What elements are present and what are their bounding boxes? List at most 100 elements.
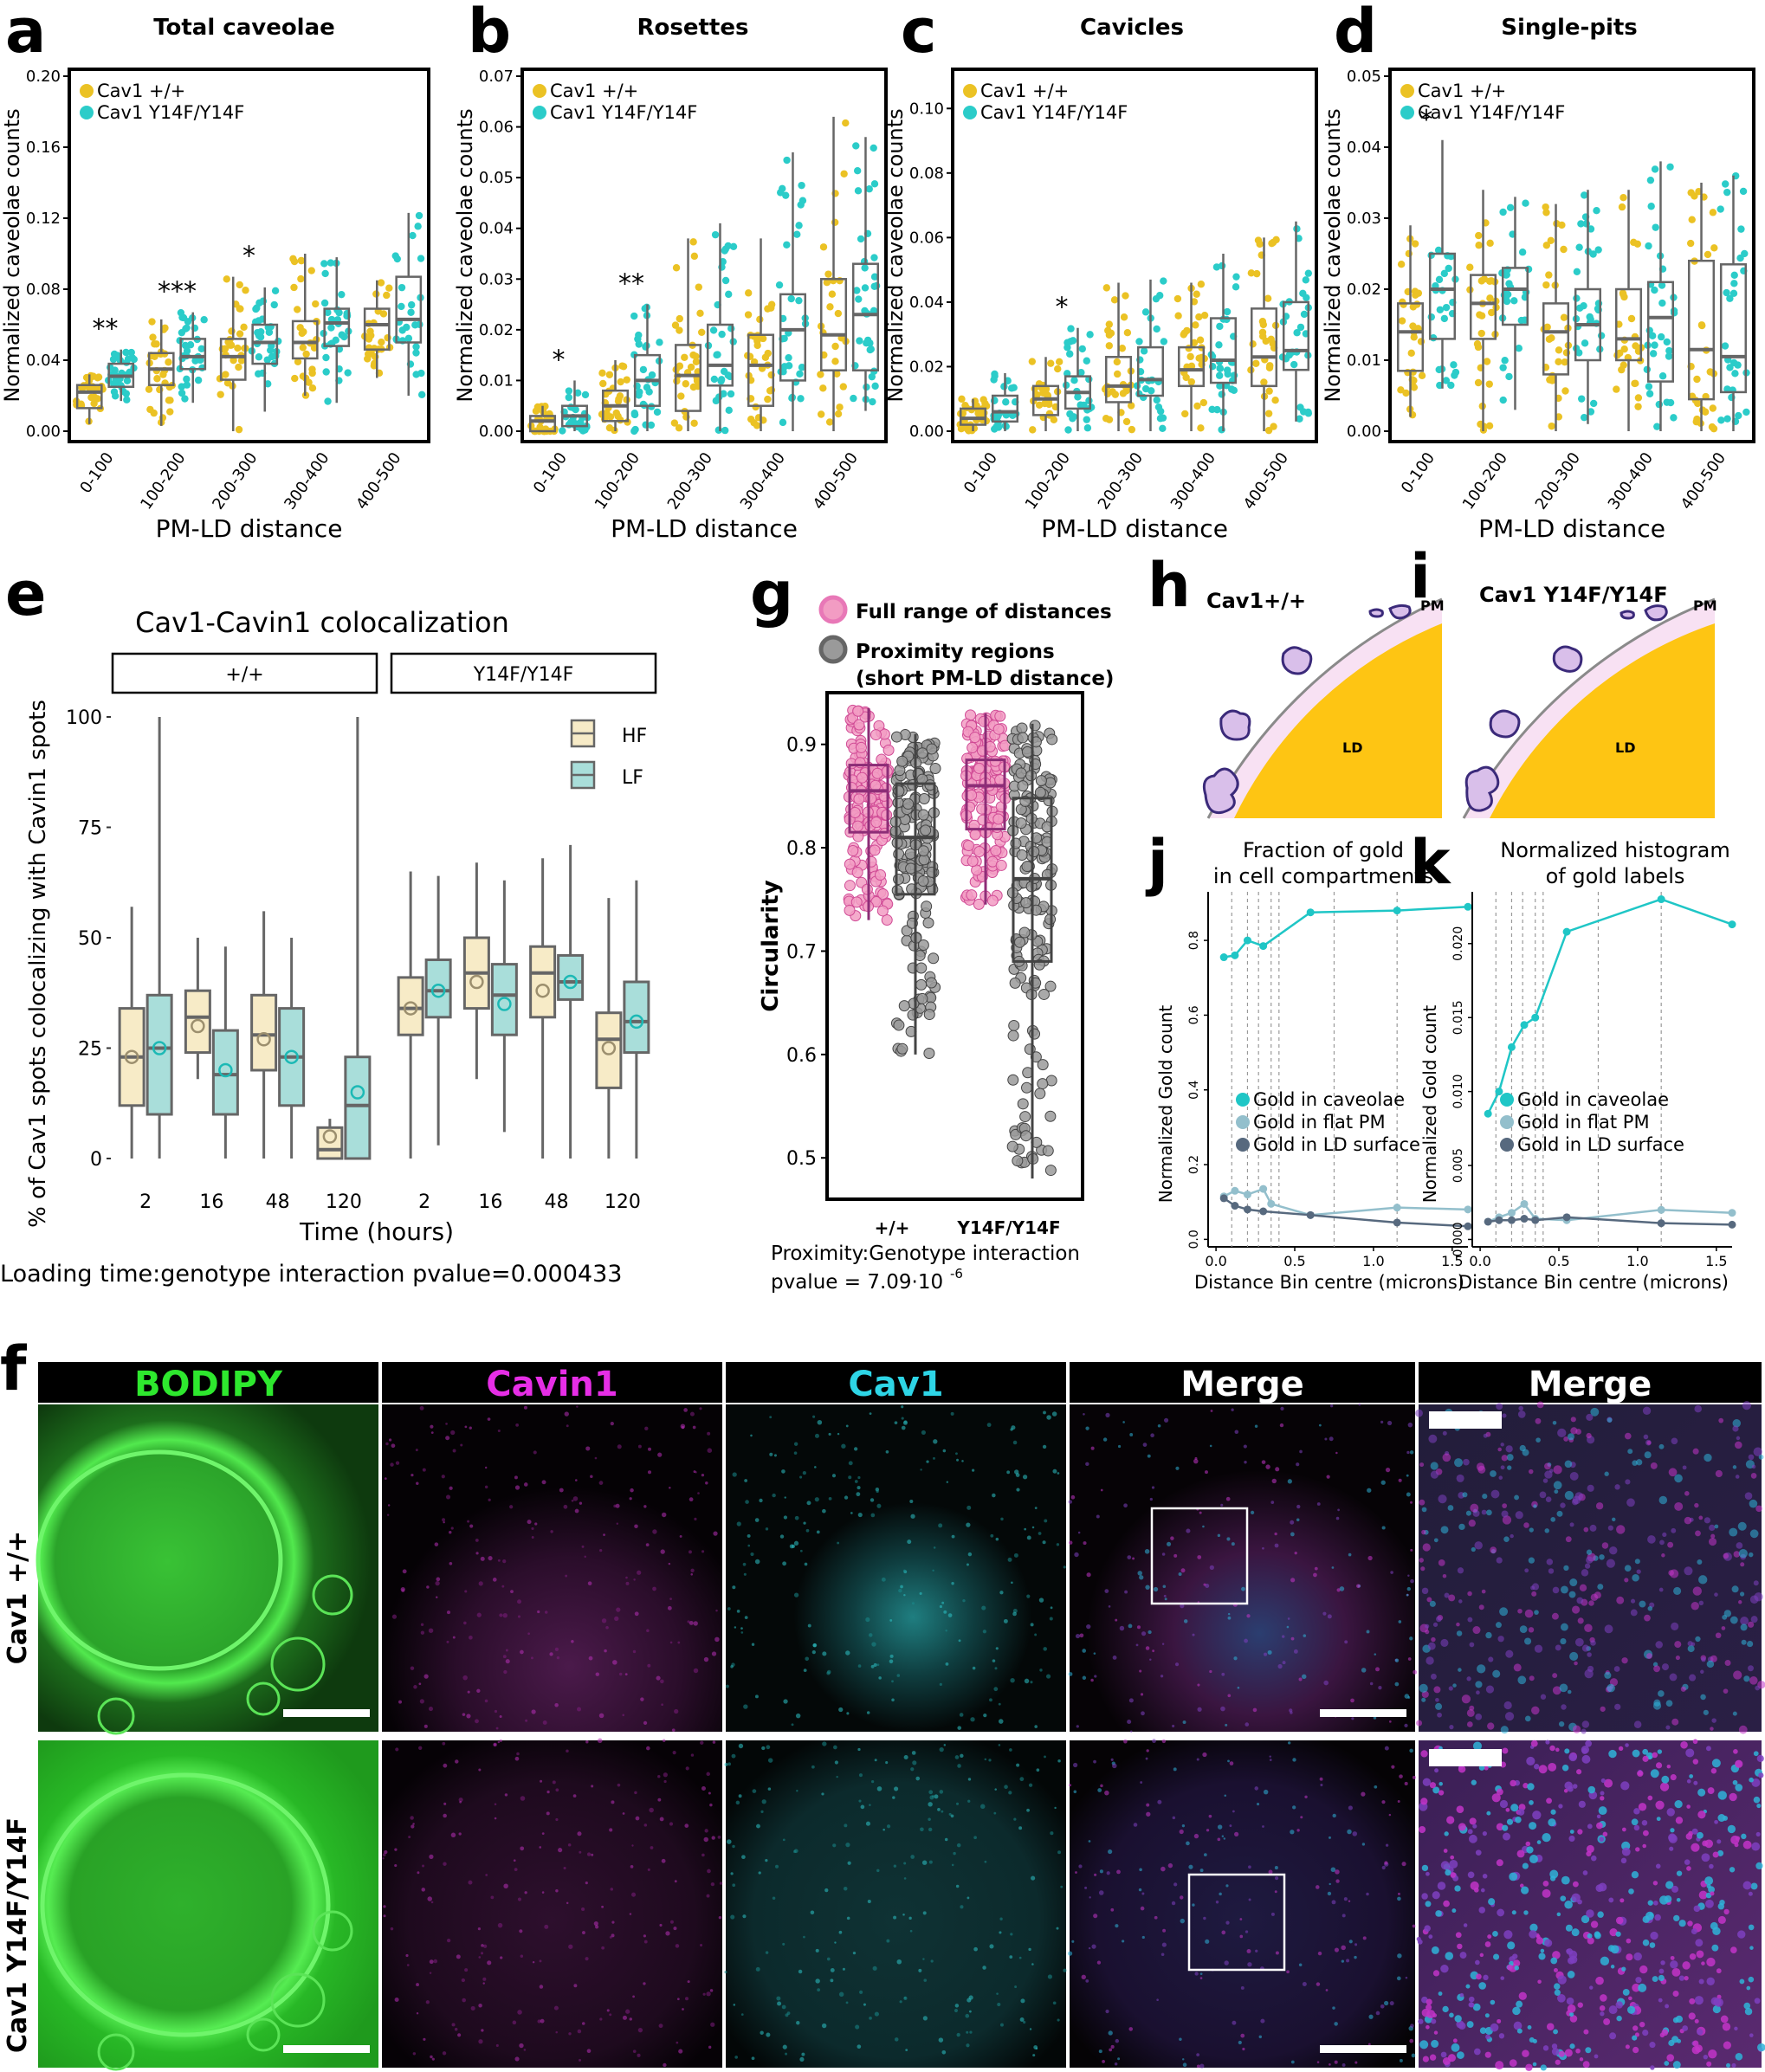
point-full-range — [986, 894, 999, 907]
signal-speckle — [772, 1493, 776, 1498]
signal-speckle — [1456, 1622, 1460, 1627]
point-wt — [1410, 384, 1419, 391]
signal-speckle — [1666, 2054, 1675, 2062]
signal-speckle — [1449, 2012, 1454, 2018]
signal-speckle — [441, 1475, 445, 1479]
signal-speckle — [1467, 1591, 1472, 1597]
signal-speckle — [1524, 1637, 1532, 1645]
legend-label: Cav1 +/+ — [1418, 81, 1506, 101]
signal-speckle — [1507, 1941, 1516, 1950]
signal-speckle — [857, 1486, 861, 1490]
point-wt — [145, 385, 153, 393]
signal-speckle — [1550, 1957, 1558, 1965]
signal-speckle — [1348, 1552, 1352, 1557]
point-mutant — [1742, 408, 1750, 416]
point-mutant — [1160, 338, 1168, 345]
signal-speckle — [1689, 1953, 1697, 1960]
signal-speckle — [1542, 1888, 1551, 1898]
point-mutant — [852, 142, 860, 150]
signal-speckle — [1381, 1526, 1386, 1530]
y-tick-label: 0.5 — [786, 1148, 817, 1170]
signal-speckle — [632, 2049, 637, 2054]
signal-speckle — [544, 1924, 549, 1929]
signal-speckle — [751, 2056, 755, 2061]
signal-speckle — [1589, 1524, 1597, 1532]
legend-label: Cav1 Y14F/Y14F — [1418, 102, 1565, 123]
signal-speckle — [1337, 1508, 1340, 1512]
series-point — [1393, 907, 1401, 915]
signal-speckle — [616, 1607, 621, 1612]
signal-speckle — [1585, 2047, 1592, 2054]
signal-speckle — [1303, 1634, 1307, 1637]
signal-speckle — [1568, 1752, 1577, 1762]
signal-speckle — [1548, 1568, 1555, 1574]
point-mutant — [779, 184, 786, 193]
point-wt — [94, 373, 103, 381]
signal-speckle — [391, 1443, 396, 1449]
lipid-droplet — [1234, 623, 1442, 818]
signal-speckle — [1492, 1669, 1501, 1678]
signal-speckle — [1233, 1656, 1238, 1661]
signal-speckle — [781, 1469, 786, 1474]
signal-speckle — [537, 1610, 540, 1614]
signal-speckle — [1517, 1675, 1527, 1685]
point-mutant — [1293, 329, 1301, 337]
chart-title: Rosettes — [637, 15, 749, 41]
signal-speckle — [1733, 1749, 1738, 1754]
signal-speckle — [1026, 1594, 1031, 1598]
point-wt — [236, 281, 243, 289]
x-tick-label: 0-100 — [960, 449, 1001, 497]
facet-label: +/+ — [225, 664, 263, 686]
signal-speckle — [1584, 1563, 1591, 1569]
signal-speckle — [706, 1894, 710, 1898]
legend-label: Gold in caveolae — [1253, 1089, 1405, 1110]
signal-speckle — [1241, 1586, 1245, 1591]
signal-speckle — [1621, 1657, 1628, 1664]
point-wt — [1632, 379, 1639, 388]
point-mutant — [1665, 352, 1673, 360]
y-axis-label: Normalized caveolae counts — [883, 108, 908, 402]
signal-speckle — [707, 1431, 711, 1436]
signal-speckle — [1600, 1791, 1605, 1796]
signal-speckle — [1327, 1614, 1332, 1619]
point-mutant — [1007, 384, 1016, 392]
point-mutant — [178, 389, 186, 397]
signal-speckle — [1466, 1676, 1471, 1681]
signal-speckle — [1431, 2039, 1439, 2048]
signal-speckle — [1469, 2002, 1475, 2008]
signal-speckle — [1425, 1630, 1430, 1635]
point-mutant — [635, 331, 643, 339]
chart-title: Cavicles — [1080, 15, 1184, 41]
point-wt — [236, 330, 244, 338]
signal-speckle — [903, 1593, 906, 1597]
point-mutant — [1736, 254, 1744, 262]
signal-speckle — [869, 1804, 871, 1806]
signal-speckle — [1658, 1974, 1665, 1981]
signal-speckle — [1344, 1640, 1348, 1644]
point-mutant — [1501, 357, 1509, 365]
point-wt — [1485, 422, 1494, 430]
signal-speckle — [647, 1470, 652, 1475]
point-proximity — [1018, 926, 1031, 939]
signal-speckle — [1454, 2015, 1462, 2023]
signal-speckle — [834, 1760, 838, 1765]
signal-speckle — [1525, 1841, 1531, 1847]
signal-speckle — [1199, 1511, 1202, 1514]
signal-speckle — [1007, 1557, 1012, 1562]
y-tick-label: 0.9 — [786, 735, 817, 757]
x-tick-label: 0.0 — [1469, 1253, 1490, 1269]
signal-speckle — [588, 1656, 593, 1661]
signal-speckle — [1471, 1779, 1477, 1785]
signal-speckle — [1706, 1977, 1715, 1986]
signal-speckle — [611, 1920, 615, 1924]
signal-speckle — [1302, 1982, 1307, 1986]
box — [211, 1029, 239, 1116]
signal-speckle — [458, 1798, 463, 1803]
point-full-range — [875, 868, 887, 881]
point-wt — [1045, 410, 1054, 417]
signal-speckle — [1405, 1976, 1408, 1979]
signal-speckle — [1513, 2021, 1523, 2030]
signal-speckle — [674, 1708, 679, 1714]
point-mutant — [870, 307, 878, 315]
signal-speckle — [870, 1779, 875, 1784]
